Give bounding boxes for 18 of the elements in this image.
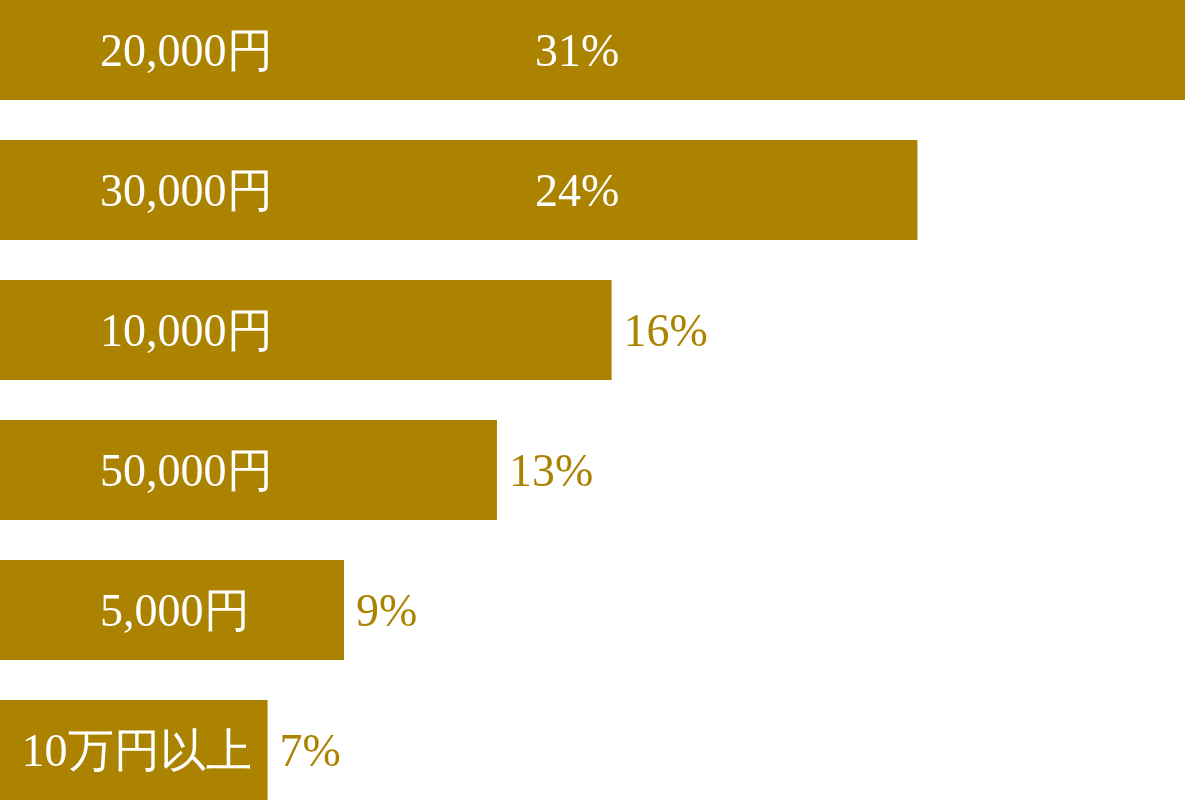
y-tick-label: 10,000円 (100, 305, 273, 357)
y-tick-label: 10万円以上 (21, 725, 252, 777)
bar (0, 560, 345, 660)
data-label: 31% (535, 25, 620, 77)
bar (0, 420, 497, 520)
y-tick-label: 50,000円 (100, 445, 273, 497)
bar (0, 700, 268, 800)
data-label: 9% (356, 585, 418, 637)
bar (0, 280, 612, 380)
y-tick-label: 5,000円 (100, 585, 250, 637)
bar (0, 0, 1185, 100)
data-label: 16% (623, 305, 708, 357)
data-label: 7% (279, 725, 341, 777)
y-tick-label: 30,000円 (100, 165, 273, 217)
y-tick-label: 20,000円 (100, 25, 273, 77)
data-label: 13% (508, 445, 594, 497)
data-label: 24% (535, 165, 620, 217)
bar (0, 140, 918, 240)
